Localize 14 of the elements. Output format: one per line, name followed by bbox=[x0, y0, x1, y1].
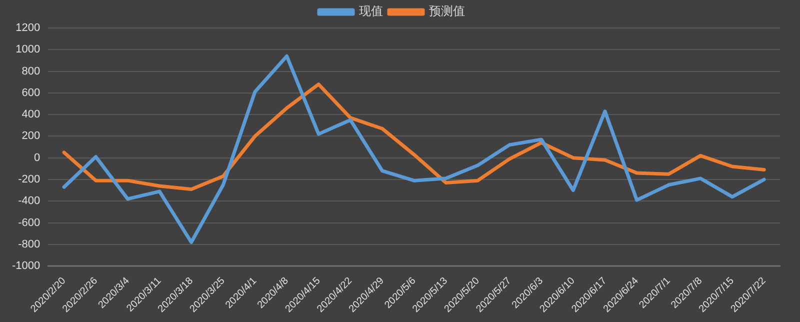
legend-label: 现值 bbox=[359, 4, 383, 18]
y-tick-label: 800 bbox=[22, 65, 40, 78]
y-tick-label: 1200 bbox=[16, 22, 40, 34]
y-tick-label: -400 bbox=[18, 195, 40, 208]
y-tick-label: 400 bbox=[22, 108, 40, 121]
legend-label: 预测值 bbox=[429, 4, 465, 18]
y-tick-label: 200 bbox=[22, 130, 40, 142]
y-tick-label: 0 bbox=[34, 152, 40, 164]
y-tick-label: -600 bbox=[18, 216, 40, 229]
y-tick-label: -1000 bbox=[12, 260, 40, 272]
y-tick-label: 600 bbox=[22, 86, 40, 99]
y-tick-label: -200 bbox=[18, 174, 40, 186]
y-tick-label: 1000 bbox=[16, 44, 40, 56]
y-tick-label: -800 bbox=[18, 238, 40, 250]
